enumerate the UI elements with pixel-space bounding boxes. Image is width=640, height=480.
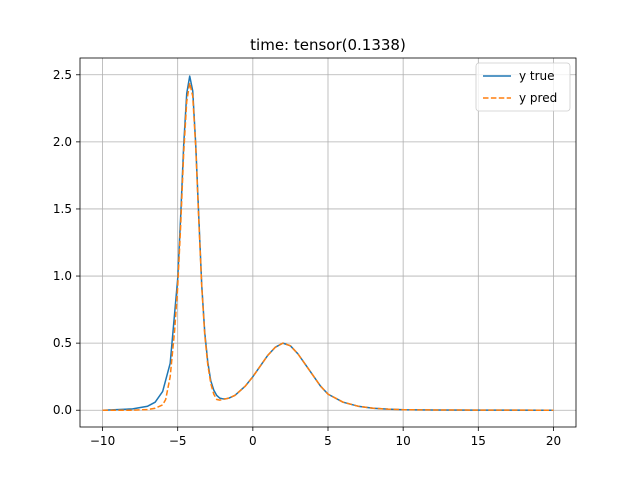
legend-label: y pred bbox=[519, 91, 557, 105]
x-tick-label: −10 bbox=[90, 434, 115, 448]
x-tick-label: 5 bbox=[324, 434, 332, 448]
y-tick-label: 0.5 bbox=[53, 336, 72, 350]
x-tick-label: 20 bbox=[546, 434, 561, 448]
series-line-y-pred bbox=[102, 82, 554, 411]
x-tick-label: 15 bbox=[471, 434, 486, 448]
y-tick-label: 1.0 bbox=[53, 269, 72, 283]
legend: y true y pred bbox=[475, 62, 571, 112]
legend-box bbox=[475, 62, 571, 112]
y-tick-label: 1.5 bbox=[53, 202, 72, 216]
x-tick-label: −5 bbox=[169, 434, 187, 448]
x-tick-label: 0 bbox=[249, 434, 257, 448]
chart-title: time: tensor(0.1338) bbox=[250, 36, 406, 54]
legend-label: y true bbox=[519, 69, 555, 83]
y-tick-label: 2.0 bbox=[53, 135, 72, 149]
x-tick-label: 10 bbox=[396, 434, 411, 448]
grid bbox=[80, 58, 576, 427]
series-lines bbox=[102, 75, 554, 411]
y-tick-label: 2.5 bbox=[53, 68, 72, 82]
axis-ticks: −10 −5 0 5 10 15 20 0.0 0.5 1.0 1.5 2.0 2.5 bbox=[53, 68, 561, 448]
y-tick-label: 0.0 bbox=[53, 403, 72, 417]
